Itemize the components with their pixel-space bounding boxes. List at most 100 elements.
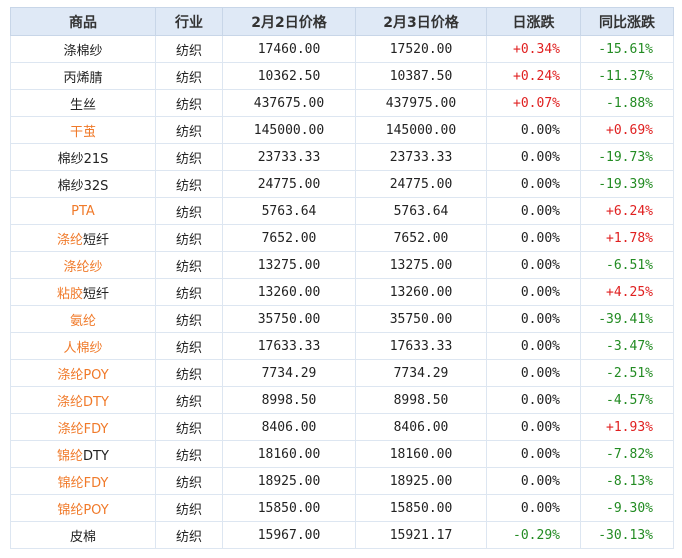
header-product: 商品	[10, 7, 156, 36]
product-name-cell: 丙烯腈	[10, 62, 156, 90]
product-name-cell: 涤棉纱	[10, 35, 156, 63]
price-feb3-cell: 7734.29	[355, 359, 487, 387]
yoy-change-cell: -6.51%	[580, 251, 674, 279]
header-yoy-change: 同比涨跌	[580, 7, 674, 36]
commodity-price-table: 商品 行业 2月2日价格 2月3日价格 日涨跌 同比涨跌 涤棉纱 纺织 17460.…	[10, 7, 674, 549]
daily-change-cell: 0.00%	[486, 251, 581, 279]
yoy-change-cell: -19.73%	[580, 143, 674, 171]
product-name-cell: 生丝	[10, 89, 156, 117]
product-link[interactable]: 涤纶DTY	[57, 394, 109, 410]
product-name-cell: 涤纶纱	[10, 251, 156, 279]
price-feb2-cell: 17633.33	[222, 332, 356, 360]
industry-cell: 纺织	[155, 35, 223, 63]
price-feb3-cell: 15850.00	[355, 494, 487, 522]
product-name-cell: 粘胶短纤	[10, 278, 156, 306]
product-name-cell: 涤纶POY	[10, 359, 156, 387]
table-row: PTA 纺织 5763.64 5763.64 0.00% +6.24%	[10, 197, 674, 225]
price-feb2-cell: 17460.00	[222, 35, 356, 63]
table-row: 涤纶短纤 纺织 7652.00 7652.00 0.00% +1.78%	[10, 224, 674, 252]
product-link[interactable]: 粘胶	[56, 286, 83, 302]
product-link[interactable]: 氨纶	[69, 313, 96, 329]
industry-cell: 纺织	[155, 89, 223, 117]
industry-cell: 纺织	[155, 494, 223, 522]
daily-change-cell: 0.00%	[486, 413, 581, 441]
product-link[interactable]: 锦纶FDY	[57, 475, 109, 491]
price-feb2-cell: 7652.00	[222, 224, 356, 252]
industry-cell: 纺织	[155, 62, 223, 90]
price-feb3-cell: 13260.00	[355, 278, 487, 306]
daily-change-cell: -0.29%	[486, 521, 581, 549]
price-feb2-cell: 15850.00	[222, 494, 356, 522]
price-feb3-cell: 35750.00	[355, 305, 487, 333]
product-link[interactable]: 涤纶	[56, 232, 83, 248]
table-row: 干茧 纺织 145000.00 145000.00 0.00% +0.69%	[10, 116, 674, 144]
price-feb3-cell: 15921.17	[355, 521, 487, 549]
table-row: 涤纶POY 纺织 7734.29 7734.29 0.00% -2.51%	[10, 359, 674, 387]
product-name-text: 生丝	[69, 97, 96, 113]
product-link[interactable]: 涤纶纱	[63, 259, 103, 275]
yoy-change-cell: -4.57%	[580, 386, 674, 414]
product-name-text: 涤棉纱	[63, 43, 103, 59]
daily-change-cell: 0.00%	[486, 170, 581, 198]
daily-change-cell: +0.07%	[486, 89, 581, 117]
product-link[interactable]: 涤纶POY	[57, 367, 109, 383]
product-name-cell: 干茧	[10, 116, 156, 144]
yoy-change-cell: -30.13%	[580, 521, 674, 549]
product-name-text: 皮棉	[69, 529, 96, 545]
product-name-cell: 氨纶	[10, 305, 156, 333]
yoy-change-cell: -2.51%	[580, 359, 674, 387]
product-name-cell: 涤纶FDY	[10, 413, 156, 441]
price-feb2-cell: 145000.00	[222, 116, 356, 144]
product-name-text: 丙烯腈	[63, 70, 103, 86]
yoy-change-cell: -1.88%	[580, 89, 674, 117]
industry-cell: 纺织	[155, 143, 223, 171]
product-name-cell: PTA	[10, 197, 156, 225]
daily-change-cell: 0.00%	[486, 467, 581, 495]
daily-change-cell: 0.00%	[486, 116, 581, 144]
price-feb2-cell: 35750.00	[222, 305, 356, 333]
yoy-change-cell: -8.13%	[580, 467, 674, 495]
yoy-change-cell: +0.69%	[580, 116, 674, 144]
product-link[interactable]: 锦纶POY	[57, 502, 109, 518]
industry-cell: 纺织	[155, 467, 223, 495]
daily-change-cell: 0.00%	[486, 224, 581, 252]
price-feb3-cell: 437975.00	[355, 89, 487, 117]
daily-change-cell: 0.00%	[486, 332, 581, 360]
daily-change-cell: +0.24%	[486, 62, 581, 90]
product-name-text: 短纤	[83, 232, 110, 248]
table-row: 棉纱21S 纺织 23733.33 23733.33 0.00% -19.73%	[10, 143, 674, 171]
industry-cell: 纺织	[155, 359, 223, 387]
table-row: 粘胶短纤 纺织 13260.00 13260.00 0.00% +4.25%	[10, 278, 674, 306]
table-row: 涤纶纱 纺织 13275.00 13275.00 0.00% -6.51%	[10, 251, 674, 279]
product-link[interactable]: 锦纶	[57, 448, 84, 464]
price-feb3-cell: 8998.50	[355, 386, 487, 414]
daily-change-cell: 0.00%	[486, 386, 581, 414]
price-feb3-cell: 17520.00	[355, 35, 487, 63]
product-link[interactable]: 干茧	[69, 124, 96, 140]
yoy-change-cell: -7.82%	[580, 440, 674, 468]
table-row: 涤纶FDY 纺织 8406.00 8406.00 0.00% +1.93%	[10, 413, 674, 441]
product-link[interactable]: PTA	[71, 203, 95, 219]
price-feb3-cell: 5763.64	[355, 197, 487, 225]
product-name-cell: 人棉纱	[10, 332, 156, 360]
product-link[interactable]: 人棉纱	[63, 340, 103, 356]
price-feb2-cell: 437675.00	[222, 89, 356, 117]
yoy-change-cell: -39.41%	[580, 305, 674, 333]
industry-cell: 纺织	[155, 278, 223, 306]
table-row: 棉纱32S 纺织 24775.00 24775.00 0.00% -19.39%	[10, 170, 674, 198]
industry-cell: 纺织	[155, 224, 223, 252]
price-feb3-cell: 18160.00	[355, 440, 487, 468]
header-price-feb3: 2月3日价格	[355, 7, 487, 36]
yoy-change-cell: +1.78%	[580, 224, 674, 252]
industry-cell: 纺织	[155, 305, 223, 333]
price-feb2-cell: 15967.00	[222, 521, 356, 549]
price-feb3-cell: 17633.33	[355, 332, 487, 360]
price-feb3-cell: 23733.33	[355, 143, 487, 171]
yoy-change-cell: +6.24%	[580, 197, 674, 225]
price-feb3-cell: 18925.00	[355, 467, 487, 495]
industry-cell: 纺织	[155, 413, 223, 441]
product-link[interactable]: 涤纶FDY	[57, 421, 109, 437]
table-row: 涤棉纱 纺织 17460.00 17520.00 +0.34% -15.61%	[10, 35, 674, 63]
product-name-cell: 棉纱32S	[10, 170, 156, 198]
table-row: 锦纶DTY 纺织 18160.00 18160.00 0.00% -7.82%	[10, 440, 674, 468]
